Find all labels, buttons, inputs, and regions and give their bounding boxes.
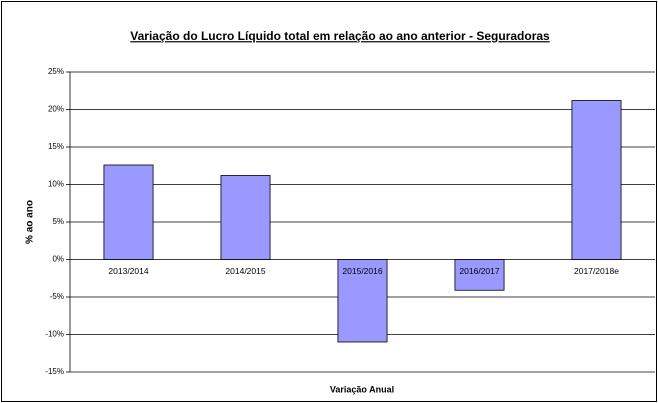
x-tick-label: 2016/2017	[459, 266, 499, 276]
x-tick-label: 2013/2014	[108, 266, 148, 276]
y-tick-label: -10%	[45, 330, 64, 339]
bar	[220, 175, 271, 260]
y-tick-label: 20%	[48, 105, 64, 114]
bar	[103, 164, 154, 260]
bar	[454, 259, 505, 291]
y-tick-label: -15%	[45, 367, 64, 376]
y-tick-label: 15%	[48, 142, 64, 151]
y-tick-label: 5%	[52, 217, 64, 226]
y-tick-label: 10%	[48, 180, 64, 189]
bar	[571, 100, 622, 260]
x-tick-label: 2017/2018e	[574, 266, 619, 276]
bar	[337, 259, 388, 343]
chart-title: Variação do Lucro Líquido total em relaç…	[130, 29, 550, 43]
x-axis-label: Variação Anual	[330, 384, 394, 394]
y-axis-label: % ao ano	[25, 200, 36, 244]
x-tick-label: 2015/2016	[342, 266, 382, 276]
x-tick-label: 2014/2015	[225, 266, 265, 276]
y-tick-label: 25%	[48, 67, 64, 76]
y-tick-label: 0%	[52, 255, 64, 264]
y-tick-label: -5%	[50, 292, 64, 301]
